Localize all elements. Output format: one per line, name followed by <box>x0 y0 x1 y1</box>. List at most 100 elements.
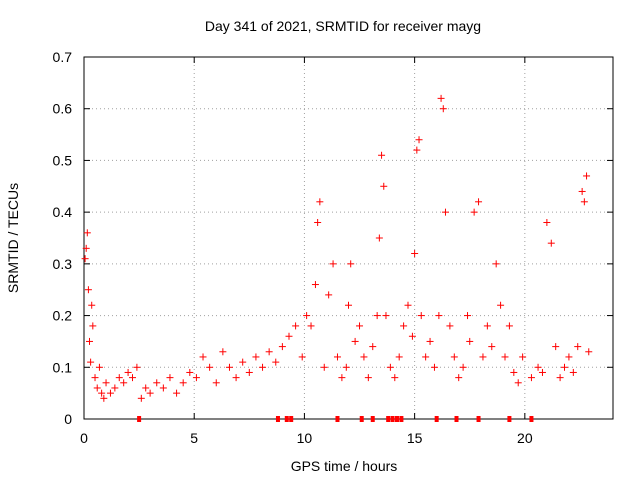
data-point <box>166 374 174 382</box>
data-point <box>369 343 377 351</box>
data-point <box>111 384 119 392</box>
data-point <box>338 374 346 382</box>
data-point <box>378 151 386 159</box>
data-point <box>479 353 487 361</box>
data-point <box>552 343 560 351</box>
data-point <box>347 260 355 268</box>
data-point <box>417 312 425 320</box>
data-point <box>488 343 496 351</box>
data-point <box>459 363 467 371</box>
x-tick-label: 0 <box>80 430 88 446</box>
data-point <box>538 368 546 376</box>
data-point <box>98 389 106 397</box>
data-point <box>314 218 322 226</box>
zero-marker <box>275 416 280 422</box>
zero-marker <box>370 416 375 422</box>
data-point <box>307 322 315 330</box>
data-point <box>133 363 141 371</box>
data-point <box>311 281 319 289</box>
x-tick-label: 20 <box>517 430 533 446</box>
y-tick-label: 0.5 <box>53 152 73 168</box>
data-point <box>413 146 421 154</box>
data-point <box>360 353 368 361</box>
zero-marker <box>359 416 364 422</box>
data-point <box>146 389 154 397</box>
data-point <box>435 312 443 320</box>
y-tick-label: 0 <box>64 411 72 427</box>
data-point <box>422 353 430 361</box>
data-point <box>505 322 513 330</box>
x-tick-label: 10 <box>297 430 313 446</box>
data-point <box>142 384 150 392</box>
data-point <box>464 312 472 320</box>
data-point <box>534 363 542 371</box>
axis-ticks: 0 5 10 15 20 0 0.1 0.2 0.3 0.4 0.5 0.6 0.7 <box>53 49 613 446</box>
data-point <box>199 353 207 361</box>
zero-marker <box>289 416 294 422</box>
data-point <box>278 343 286 351</box>
data-point <box>124 368 132 376</box>
zero-marker <box>390 416 395 422</box>
data-point <box>483 322 491 330</box>
data-point <box>106 389 114 397</box>
data-point <box>100 394 108 402</box>
data-point <box>426 337 434 345</box>
data-point <box>81 255 89 263</box>
data-point <box>437 94 445 102</box>
x-axis-label: GPS time / hours <box>291 458 398 474</box>
data-point <box>408 332 416 340</box>
data-point <box>501 353 509 361</box>
data-point <box>285 332 293 340</box>
data-point <box>574 343 582 351</box>
zero-marker <box>386 416 391 422</box>
y-tick-label: 0.1 <box>53 359 73 375</box>
data-point <box>192 374 200 382</box>
data-point <box>400 322 408 330</box>
data-point <box>245 368 253 376</box>
data-point <box>439 105 447 113</box>
data-point <box>578 187 586 195</box>
data-point <box>272 358 280 366</box>
data-point <box>373 312 381 320</box>
data-point <box>510 368 518 376</box>
data-point <box>179 379 187 387</box>
data-point <box>292 322 300 330</box>
data-point <box>543 218 551 226</box>
data-point <box>159 384 167 392</box>
data-point <box>411 250 419 258</box>
data-point <box>115 374 123 382</box>
chart-title: Day 341 of 2021, SRMTID for receiver may… <box>205 18 481 34</box>
data-point <box>252 353 260 361</box>
data-point <box>316 198 324 206</box>
data-point <box>239 358 247 366</box>
data-point <box>492 260 500 268</box>
data-point <box>82 244 90 252</box>
y-tick-label: 0.2 <box>53 308 73 324</box>
data-point <box>325 291 333 299</box>
data-point <box>565 353 573 361</box>
data-point <box>333 353 341 361</box>
y-axis-label: SRMTID / TECUs <box>5 183 21 293</box>
y-tick-label: 0.3 <box>53 256 73 272</box>
data-point <box>265 348 273 356</box>
data-point <box>375 234 383 242</box>
data-point <box>86 337 94 345</box>
y-tick-label: 0.7 <box>53 49 73 65</box>
data-point <box>450 353 458 361</box>
data-point <box>380 182 388 190</box>
data-point <box>391 374 399 382</box>
data-point <box>120 379 128 387</box>
data-point <box>89 322 97 330</box>
data-point <box>219 348 227 356</box>
data-point <box>446 322 454 330</box>
data-point <box>345 301 352 309</box>
data-point <box>497 301 505 309</box>
data-point <box>475 198 483 206</box>
data-point <box>569 368 577 376</box>
x-tick-label: 5 <box>190 430 198 446</box>
data-point <box>404 301 412 309</box>
zero-marker <box>394 416 399 422</box>
data-point <box>527 374 535 382</box>
